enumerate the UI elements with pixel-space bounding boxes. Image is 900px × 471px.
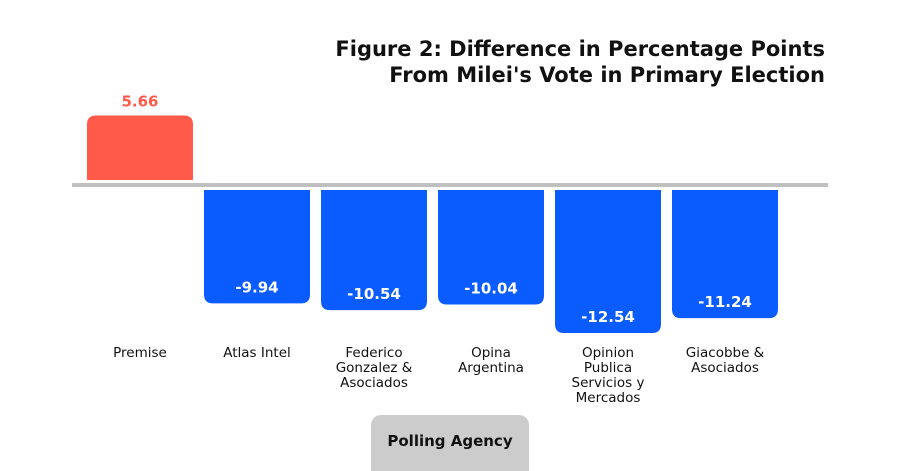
chart-title-line-1: Figure 2: Difference in Percentage Point… bbox=[335, 37, 825, 61]
x-axis-title: Polling Agency bbox=[371, 415, 529, 471]
data-label-1: -9.94 bbox=[235, 278, 278, 296]
bar-0 bbox=[87, 115, 193, 180]
category-label-5: Giacobbe & Asociados bbox=[686, 345, 765, 376]
data-label-2: -10.54 bbox=[347, 285, 401, 303]
category-label-3: Opina Argentina bbox=[458, 345, 524, 376]
category-label-4: Opinion Publica Servicios y Mercados bbox=[572, 345, 645, 406]
category-label-1: Atlas Intel bbox=[223, 345, 291, 361]
data-label-0: 5.66 bbox=[121, 92, 158, 110]
bar-3 bbox=[438, 190, 544, 305]
category-label-0: Premise bbox=[113, 345, 167, 361]
data-label-5: -11.24 bbox=[698, 293, 752, 311]
bar-1 bbox=[204, 190, 310, 304]
chart-title-line-2: From Milei's Vote in Primary Election bbox=[389, 63, 825, 87]
data-label-4: -12.54 bbox=[581, 308, 635, 326]
bar-5 bbox=[672, 190, 778, 319]
bar-2 bbox=[321, 190, 427, 311]
data-label-3: -10.04 bbox=[464, 279, 518, 297]
bar-4 bbox=[555, 190, 661, 333]
category-label-2: Federico Gonzalez & Asociados bbox=[336, 345, 413, 391]
chart-title: Figure 2: Difference in Percentage Point… bbox=[225, 36, 825, 88]
